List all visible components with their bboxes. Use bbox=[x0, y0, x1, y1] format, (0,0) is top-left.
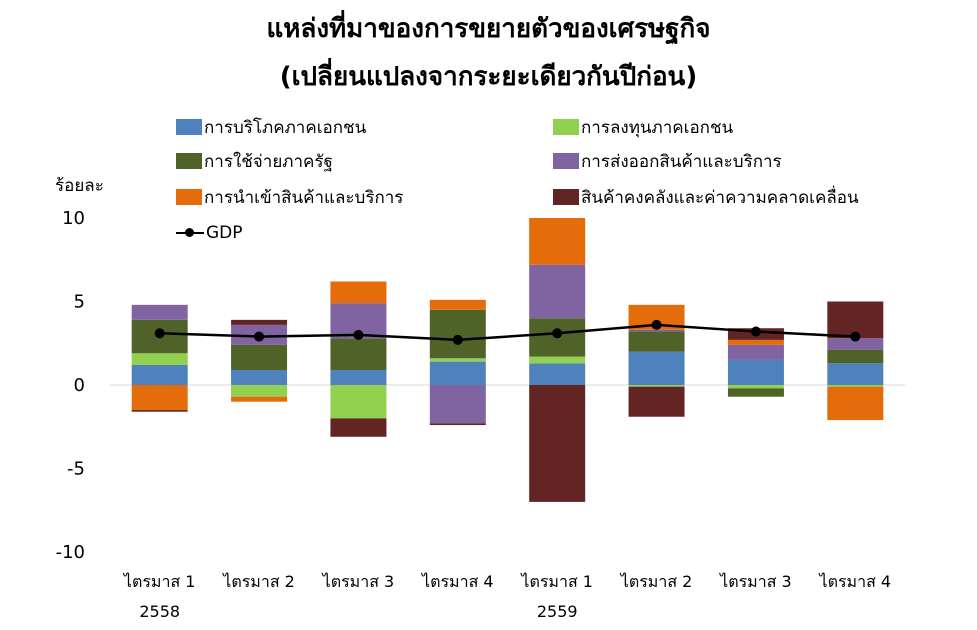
bar-segment bbox=[131, 364, 188, 385]
gdp-line bbox=[159, 323, 856, 342]
gdp-point bbox=[651, 319, 662, 330]
x-tick-label: ไตรมาส 1 bbox=[519, 572, 593, 591]
bar-segment bbox=[429, 385, 486, 424]
legend-swatch bbox=[553, 153, 579, 169]
bar-segment bbox=[529, 363, 586, 385]
legend-label: สินค้าคงคลังและค่าความคลาดเคลื่อน bbox=[581, 187, 859, 208]
bar-segment bbox=[231, 369, 288, 385]
bar-segment bbox=[429, 361, 486, 385]
bar-segment bbox=[827, 385, 884, 387]
bar-segment bbox=[529, 218, 586, 265]
bar-segment bbox=[231, 344, 288, 370]
bar-segment bbox=[727, 339, 784, 345]
y-tick-label: 10 bbox=[62, 208, 85, 229]
bar-segment bbox=[628, 385, 685, 387]
bar-segment bbox=[429, 299, 486, 310]
gdp-point bbox=[254, 331, 265, 342]
y-tick-label: 5 bbox=[74, 292, 85, 313]
bar-segment bbox=[628, 351, 685, 385]
gdp-point bbox=[154, 328, 165, 339]
legend-label: GDP bbox=[206, 223, 243, 243]
x-tick-label: ไตรมาส 2 bbox=[619, 572, 693, 591]
x-tick-label: ไตรมาส 3 bbox=[321, 572, 395, 591]
legend-item-private-consumption: การบริโภคภาคเอกชน bbox=[176, 117, 366, 138]
bar-segment bbox=[727, 385, 784, 389]
legend-label: การส่งออกสินค้าและบริการ bbox=[581, 151, 782, 172]
legend-item-government-spending: การใช้จ่ายภาครัฐ bbox=[176, 151, 333, 172]
bar-segment bbox=[827, 363, 884, 385]
legend-item-exports: การส่งออกสินค้าและบริการ bbox=[553, 151, 782, 172]
bar-segment bbox=[529, 385, 586, 502]
legend-label: การบริโภคภาคเอกชน bbox=[204, 117, 367, 138]
x-year-label: 2559 bbox=[537, 602, 578, 621]
y-tick-label: -10 bbox=[56, 542, 85, 563]
gdp-point bbox=[353, 329, 364, 340]
bar-segment bbox=[429, 423, 486, 426]
bar-segment bbox=[231, 396, 288, 402]
bar-segment bbox=[131, 410, 188, 412]
bar-segment bbox=[330, 338, 387, 370]
bar-segment bbox=[231, 385, 288, 397]
gdp-point bbox=[452, 334, 463, 345]
bar-segment bbox=[330, 369, 387, 385]
x-tick-label: ไตรมาส 3 bbox=[718, 572, 792, 591]
y-axis-label: ร้อยละ bbox=[55, 176, 104, 196]
legend-label: การนำเข้าสินค้าและบริการ bbox=[204, 187, 404, 208]
legend-label: การใช้จ่ายภาครัฐ bbox=[204, 151, 333, 172]
chart-title-line-1: แหล่งที่มาของการขยายตัวของเศรษฐกิจ bbox=[266, 14, 711, 44]
chart-title-line-2: (เปลี่ยนแปลงจากระยะเดียวกันปีก่อน) bbox=[279, 62, 698, 92]
bar-segment bbox=[529, 264, 586, 319]
bar-segment bbox=[628, 329, 685, 332]
bar-segment bbox=[231, 319, 288, 325]
legend-label: การลงทุนภาคเอกชน bbox=[581, 117, 734, 138]
x-year-label: 2558 bbox=[139, 602, 180, 621]
legend-swatch bbox=[176, 189, 202, 205]
bar-segment bbox=[628, 386, 685, 417]
x-tick-label: ไตรมาส 2 bbox=[221, 572, 295, 591]
bar-segment bbox=[429, 358, 486, 362]
bar-segment bbox=[131, 353, 188, 365]
bar-segment bbox=[330, 418, 387, 437]
legend-item-imports: การนำเข้าสินค้าและบริการ bbox=[176, 187, 403, 208]
gdp-point bbox=[552, 328, 563, 339]
bar-segment bbox=[529, 356, 586, 364]
legend-item-private-investment: การลงทุนภาคเอกชน bbox=[553, 117, 733, 138]
x-tick-label: ไตรมาส 4 bbox=[420, 572, 494, 591]
gdp-point bbox=[850, 331, 861, 342]
legend-swatch bbox=[553, 189, 579, 205]
legend-item-gdp: GDP bbox=[176, 223, 243, 243]
legend-swatch bbox=[553, 119, 579, 135]
bar-segment bbox=[727, 344, 784, 360]
bar-segment bbox=[429, 309, 486, 359]
y-tick-label: -5 bbox=[67, 459, 85, 480]
gdp-point bbox=[750, 326, 761, 337]
bar-segment bbox=[131, 304, 188, 320]
bar-segment bbox=[330, 385, 387, 419]
bar-segment bbox=[727, 388, 784, 397]
bar-segment bbox=[330, 281, 387, 304]
bar-segment bbox=[827, 386, 884, 421]
legend-swatch bbox=[176, 119, 202, 135]
bar-segment bbox=[727, 359, 784, 385]
legend-swatch bbox=[176, 153, 202, 169]
bar-segment bbox=[827, 338, 884, 350]
bar-segment bbox=[827, 349, 884, 364]
x-tick-label: ไตรมาส 4 bbox=[818, 572, 892, 591]
y-tick-label: 0 bbox=[74, 375, 85, 396]
legend-item-inventory: สินค้าคงคลังและค่าความคลาดเคลื่อน bbox=[553, 187, 859, 208]
bar-segment bbox=[131, 385, 188, 411]
bar-segment bbox=[628, 331, 685, 352]
gdp-line-marker-icon bbox=[176, 225, 204, 241]
x-tick-label: ไตรมาส 1 bbox=[122, 572, 196, 591]
